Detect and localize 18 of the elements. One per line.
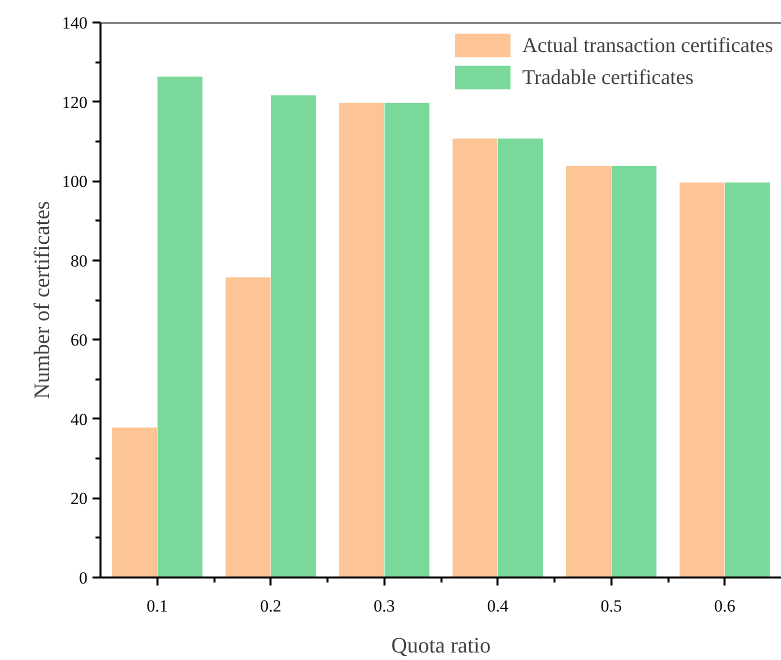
x-tick-label: 0.1 [146,596,168,616]
y-tick-label: 100 [62,172,88,192]
legend-label: Actual transaction certificates [522,32,773,58]
y-tick-label: 120 [62,92,88,112]
y-tick-label: 0 [79,568,88,588]
x-tick-label: 0.5 [600,596,622,616]
y-tick-label: 140 [62,14,88,32]
x-tick-label: 0.6 [714,596,736,616]
x-axis-title: Quota ratio [391,632,491,658]
legend-label: Tradable certificates [522,64,694,90]
y-tick-label: 40 [70,410,88,429]
x-tick-label: 0.2 [260,596,282,616]
y-tick-label: 20 [70,489,88,508]
x-tick-label: 0.3 [374,596,395,616]
y-axis-title: Number of certificates [29,201,54,399]
y-tick-label: 80 [70,251,88,270]
y-tick-label: 60 [70,330,88,350]
x-tick-label: 0.4 [487,596,509,616]
